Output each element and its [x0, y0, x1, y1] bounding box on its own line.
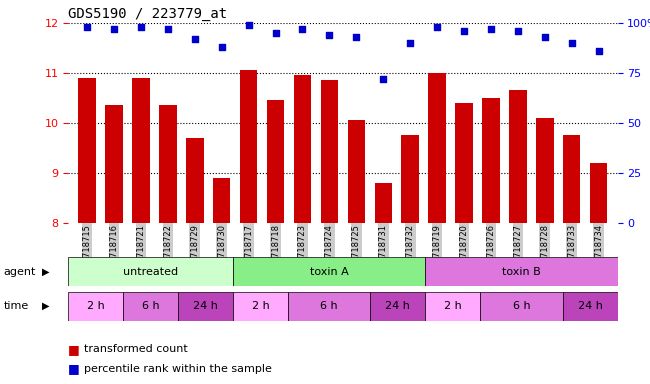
- Text: 24 h: 24 h: [578, 301, 603, 311]
- Bar: [68, 257, 233, 286]
- Bar: [213, 178, 231, 223]
- Point: [351, 34, 361, 40]
- Point: [244, 22, 254, 28]
- Text: ■: ■: [68, 362, 80, 375]
- Point: [486, 26, 496, 32]
- Text: 24 h: 24 h: [385, 301, 410, 311]
- Point: [216, 44, 227, 50]
- Bar: [233, 257, 425, 286]
- Bar: [509, 91, 527, 223]
- Text: transformed count: transformed count: [84, 344, 188, 354]
- Point: [432, 24, 442, 30]
- Bar: [186, 138, 203, 223]
- Text: 2 h: 2 h: [87, 301, 105, 311]
- Text: time: time: [3, 301, 29, 311]
- Text: 6 h: 6 h: [320, 301, 338, 311]
- Bar: [480, 292, 563, 321]
- Point: [136, 24, 146, 30]
- Text: 2 h: 2 h: [252, 301, 269, 311]
- Bar: [563, 136, 580, 223]
- Bar: [68, 292, 124, 321]
- Point: [270, 30, 281, 36]
- Text: 24 h: 24 h: [193, 301, 218, 311]
- Text: 6 h: 6 h: [513, 301, 530, 311]
- Point: [567, 40, 577, 46]
- Text: untreated: untreated: [123, 266, 178, 277]
- Point: [540, 34, 550, 40]
- Bar: [240, 70, 257, 223]
- Bar: [132, 78, 150, 223]
- Point: [405, 40, 415, 46]
- Point: [109, 26, 119, 32]
- Bar: [563, 292, 618, 321]
- Bar: [402, 136, 419, 223]
- Point: [162, 26, 173, 32]
- Point: [190, 36, 200, 42]
- Bar: [294, 76, 311, 223]
- Text: percentile rank within the sample: percentile rank within the sample: [84, 364, 272, 374]
- Bar: [590, 163, 607, 223]
- Point: [593, 48, 604, 54]
- Bar: [370, 292, 425, 321]
- Bar: [428, 73, 446, 223]
- Bar: [124, 292, 178, 321]
- Text: ▶: ▶: [42, 266, 50, 277]
- Bar: [425, 292, 480, 321]
- Bar: [233, 292, 288, 321]
- Point: [378, 76, 389, 82]
- Bar: [320, 81, 338, 223]
- Bar: [79, 78, 96, 223]
- Bar: [482, 98, 500, 223]
- Bar: [374, 183, 392, 223]
- Bar: [266, 101, 284, 223]
- Text: toxin A: toxin A: [310, 266, 348, 277]
- Text: agent: agent: [3, 266, 36, 277]
- Bar: [425, 257, 618, 286]
- Point: [297, 26, 307, 32]
- Bar: [288, 292, 370, 321]
- Text: 6 h: 6 h: [142, 301, 159, 311]
- Bar: [105, 106, 123, 223]
- Bar: [178, 292, 233, 321]
- Text: ▶: ▶: [42, 301, 50, 311]
- Text: 2 h: 2 h: [444, 301, 462, 311]
- Text: ■: ■: [68, 343, 80, 356]
- Bar: [159, 106, 177, 223]
- Point: [513, 28, 523, 34]
- Text: toxin B: toxin B: [502, 266, 541, 277]
- Text: GDS5190 / 223779_at: GDS5190 / 223779_at: [68, 7, 228, 21]
- Bar: [455, 103, 473, 223]
- Bar: [536, 118, 554, 223]
- Point: [82, 24, 92, 30]
- Point: [459, 28, 469, 34]
- Point: [324, 32, 335, 38]
- Bar: [348, 120, 365, 223]
